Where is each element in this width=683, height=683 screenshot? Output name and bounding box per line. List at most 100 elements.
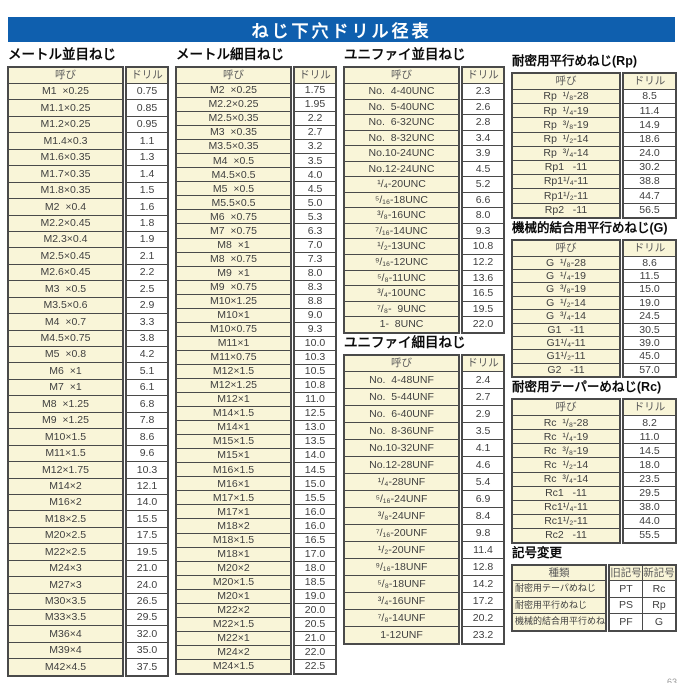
table-row: Rp1 -11: [512, 159, 620, 176]
page: ねじ下穴ドリル径表 メートル並目ねじ 呼び M1 ×0.25 M1.1×0.25 M1…: [0, 17, 683, 683]
thread-name-cell: M18×2: [176, 518, 291, 534]
table-row: 2.8: [462, 114, 504, 131]
table-row: ³/₄-10UNC: [344, 285, 459, 302]
table-row: PS Rp: [609, 596, 676, 615]
table-row: 15.0: [623, 282, 676, 297]
table-row: M2 ×0.4: [8, 198, 123, 216]
table-row: M3 ×0.35: [176, 125, 291, 141]
drill-value-cell: 19.0: [294, 588, 336, 604]
table-row: M20×1.5: [176, 574, 291, 590]
table-row: 1.75: [294, 82, 336, 99]
table-row: 5.4: [462, 472, 504, 491]
table-row: 18.5: [294, 574, 336, 590]
table-row: 10.3: [294, 349, 336, 365]
table-row: 0.95: [126, 115, 168, 134]
thread-name-cell: M3.5×0.6: [8, 296, 123, 315]
table-row: 12.2: [462, 254, 504, 271]
header-row: 旧記号 新記号: [609, 565, 676, 582]
thread-name-cell: M10×0.75: [176, 321, 291, 337]
table-row: M2.6×0.45: [8, 263, 123, 282]
table-row: ⁵/₁₆-18UNC: [344, 191, 459, 209]
table-row: ⁹/₁₆-18UNF: [344, 557, 459, 576]
table-row: M8 ×0.75: [176, 251, 291, 267]
table-row: 14.0: [294, 448, 336, 464]
thread-name-cell: No. 8-36UNF: [344, 421, 459, 440]
drill-value-cell: 45.0: [623, 349, 676, 364]
column-header: ドリル: [462, 67, 504, 84]
thread-name-cell: M5 ×0.5: [176, 181, 291, 197]
table-row: 44.0: [623, 513, 676, 529]
table-row: 12.8: [462, 557, 504, 576]
table-row: 0.75: [126, 82, 168, 101]
table-row: 2.4: [462, 370, 504, 389]
drill-value-cell: 8.6: [126, 428, 168, 446]
drill-value-cell: 13.0: [294, 420, 336, 436]
drill-value-cell: 29.5: [126, 608, 168, 627]
thread-name-cell: M22×2: [176, 602, 291, 618]
table-row: 7.0: [294, 237, 336, 253]
drill-value-cell: 5.1: [126, 362, 168, 380]
thread-name-cell: Rp ¹/₈-28: [512, 88, 620, 105]
table-row: 12.5: [294, 406, 336, 422]
thread-name-cell: ³/₈-24UNF: [344, 506, 459, 525]
table-row: M2.2×0.45: [8, 214, 123, 232]
drill-value-cell: 7.3: [294, 251, 336, 267]
table-row: 1.9: [126, 230, 168, 249]
drill-value-cell: G: [642, 613, 676, 631]
rc-table: 呼び Rc ¹/₈-28 Rc ¹/₄-19 Rc ³/₈-19 Rc ¹/₂-14 Rc…: [512, 399, 676, 544]
table-row: 8.2: [623, 415, 676, 431]
table-row: 9.3: [294, 321, 336, 337]
table-row: 10.3: [126, 461, 168, 479]
table-row: Rp1¹/₄-11: [512, 174, 620, 190]
table-row: Rp2 -11: [512, 202, 620, 218]
column-header: ドリル: [623, 73, 676, 90]
drill-value-cell: 38.0: [623, 499, 676, 515]
drill-value-cell: 16.5: [462, 285, 504, 302]
drill-value-cell: 10.8: [294, 377, 336, 394]
thread-name-cell: 機械的結合用平行めねじ: [512, 613, 606, 631]
table-row: 44.7: [623, 188, 676, 204]
table-row: M2.2×0.25: [176, 97, 291, 113]
table-row: M12×1.5: [176, 363, 291, 379]
table-row: 8.8: [294, 293, 336, 309]
drill-value-cell: 16.5: [294, 532, 336, 548]
table-row: No.10-24UNC: [344, 145, 459, 162]
table-row: G1¹/₄-11: [512, 336, 620, 351]
thread-name-cell: M22×1: [176, 630, 291, 646]
thread-name-cell: M4 ×0.7: [8, 313, 123, 331]
table-row: 2.5: [126, 280, 168, 298]
table-row: M18×2: [176, 518, 291, 534]
drill-value-cell: 30.2: [623, 159, 676, 176]
table-row: M1.6×0.35: [8, 148, 123, 167]
table-row: No. 4-48UNF: [344, 370, 459, 389]
drill-value-cell: 4.5: [294, 181, 336, 197]
drill-value-cell: 56.5: [623, 202, 676, 218]
drill-value-cell: 24.0: [126, 576, 168, 594]
table-row: 0.85: [126, 99, 168, 117]
drill-value-cell: 39.0: [623, 336, 676, 351]
table-row: 8.0: [294, 265, 336, 281]
drill-value-cell: 12.2: [462, 254, 504, 271]
drill-value-cell: 2.2: [126, 263, 168, 282]
table-row: 16.5: [462, 285, 504, 302]
drill-value-cell: 8.5: [623, 88, 676, 105]
table-row: 14.9: [623, 117, 676, 133]
table-row: 9.0: [294, 307, 336, 323]
table-row: ⁷/₁₆-14UNC: [344, 222, 459, 240]
table-row: M36×4: [8, 625, 123, 643]
drill-value-cell: 22.5: [294, 658, 336, 674]
thread-name-cell: ⁵/₁₆-24UNF: [344, 489, 459, 508]
drill-value-cell: 21.0: [126, 559, 168, 578]
thread-name-cell: M12×1.75: [8, 461, 123, 479]
thread-name-cell: M2 ×0.4: [8, 198, 123, 216]
drill-value-cell: 8.4: [462, 506, 504, 525]
table-row: M9 ×1.25: [8, 411, 123, 430]
table-row: M18×1: [176, 546, 291, 562]
thread-name-cell: ⁷/₈- 9UNC: [344, 300, 459, 318]
table-row: 2.1: [126, 247, 168, 265]
table-row: M39×4: [8, 641, 123, 660]
thread-name-cell: M12×1.5: [176, 363, 291, 379]
thread-name-cell: No. 8-32UNC: [344, 129, 459, 147]
drill-column: ドリル 8.5 11.4 14.9 18.6 24.0 30.2 38.8 44.7 56.5: [623, 73, 676, 218]
header-row: 呼び: [344, 67, 459, 84]
